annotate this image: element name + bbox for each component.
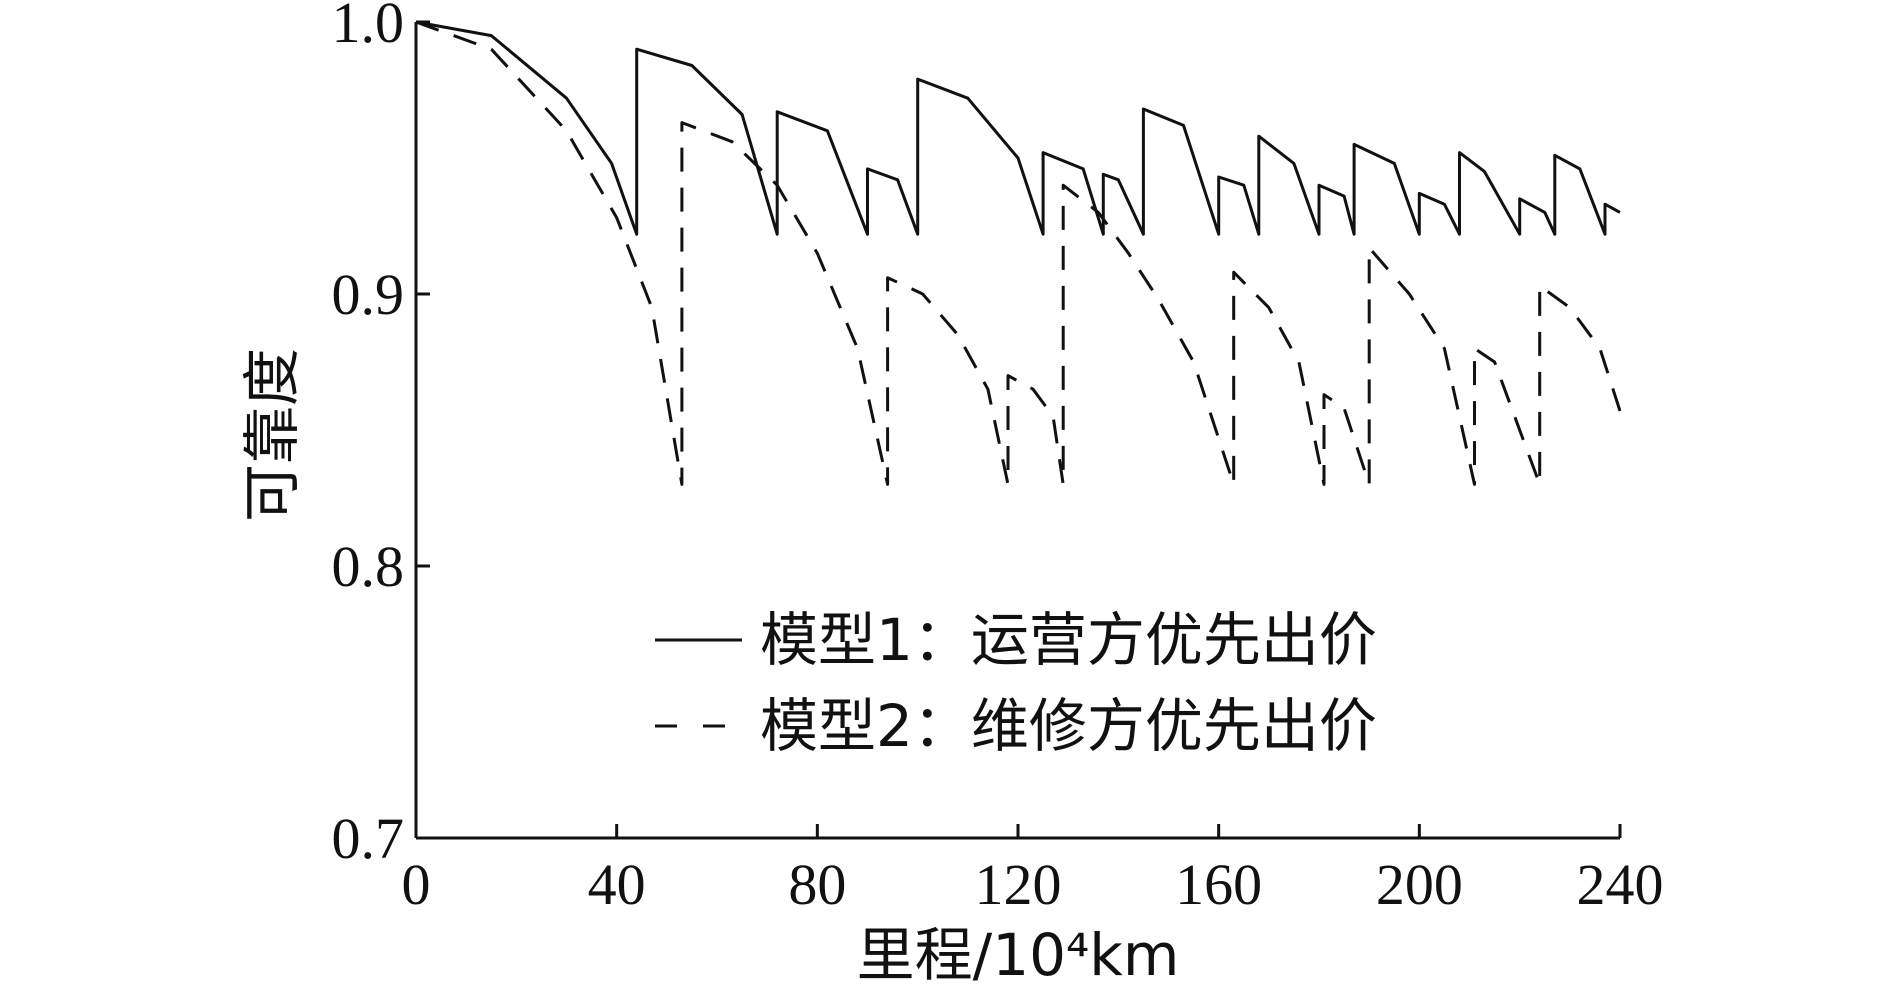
x-tick-label-4: 160 <box>1175 852 1262 917</box>
legend-label-2: 模型2：维修方优先出价 <box>760 692 1377 760</box>
x-tick-label-1: 40 <box>588 852 646 917</box>
x-tick-label-3: 120 <box>975 852 1062 917</box>
x-axis-title: 里程/10⁴km <box>857 921 1180 989</box>
y-tick-label-2: 0.9 <box>332 262 405 327</box>
x-tick-label-0: 0 <box>402 852 431 917</box>
legend-label-1: 模型1：运营方优先出价 <box>760 606 1377 674</box>
y-tick-label-1: 0.8 <box>332 534 405 599</box>
series-line-2 <box>415 20 1622 486</box>
x-tick-label-5: 200 <box>1376 852 1463 917</box>
series-line-1 <box>415 20 1621 236</box>
y-tick-label-0: 0.7 <box>332 806 405 871</box>
x-tick-label-2: 80 <box>788 852 846 917</box>
y-tick-label-3: 1.0 <box>332 0 405 55</box>
y-axis-title: 可靠度 <box>238 348 306 522</box>
ticks: 0 40 80 120 160 200 240 0.7 0.8 0.9 1.0 <box>332 0 1664 917</box>
series-lines <box>415 20 1622 486</box>
x-tick-label-6: 240 <box>1577 852 1664 917</box>
